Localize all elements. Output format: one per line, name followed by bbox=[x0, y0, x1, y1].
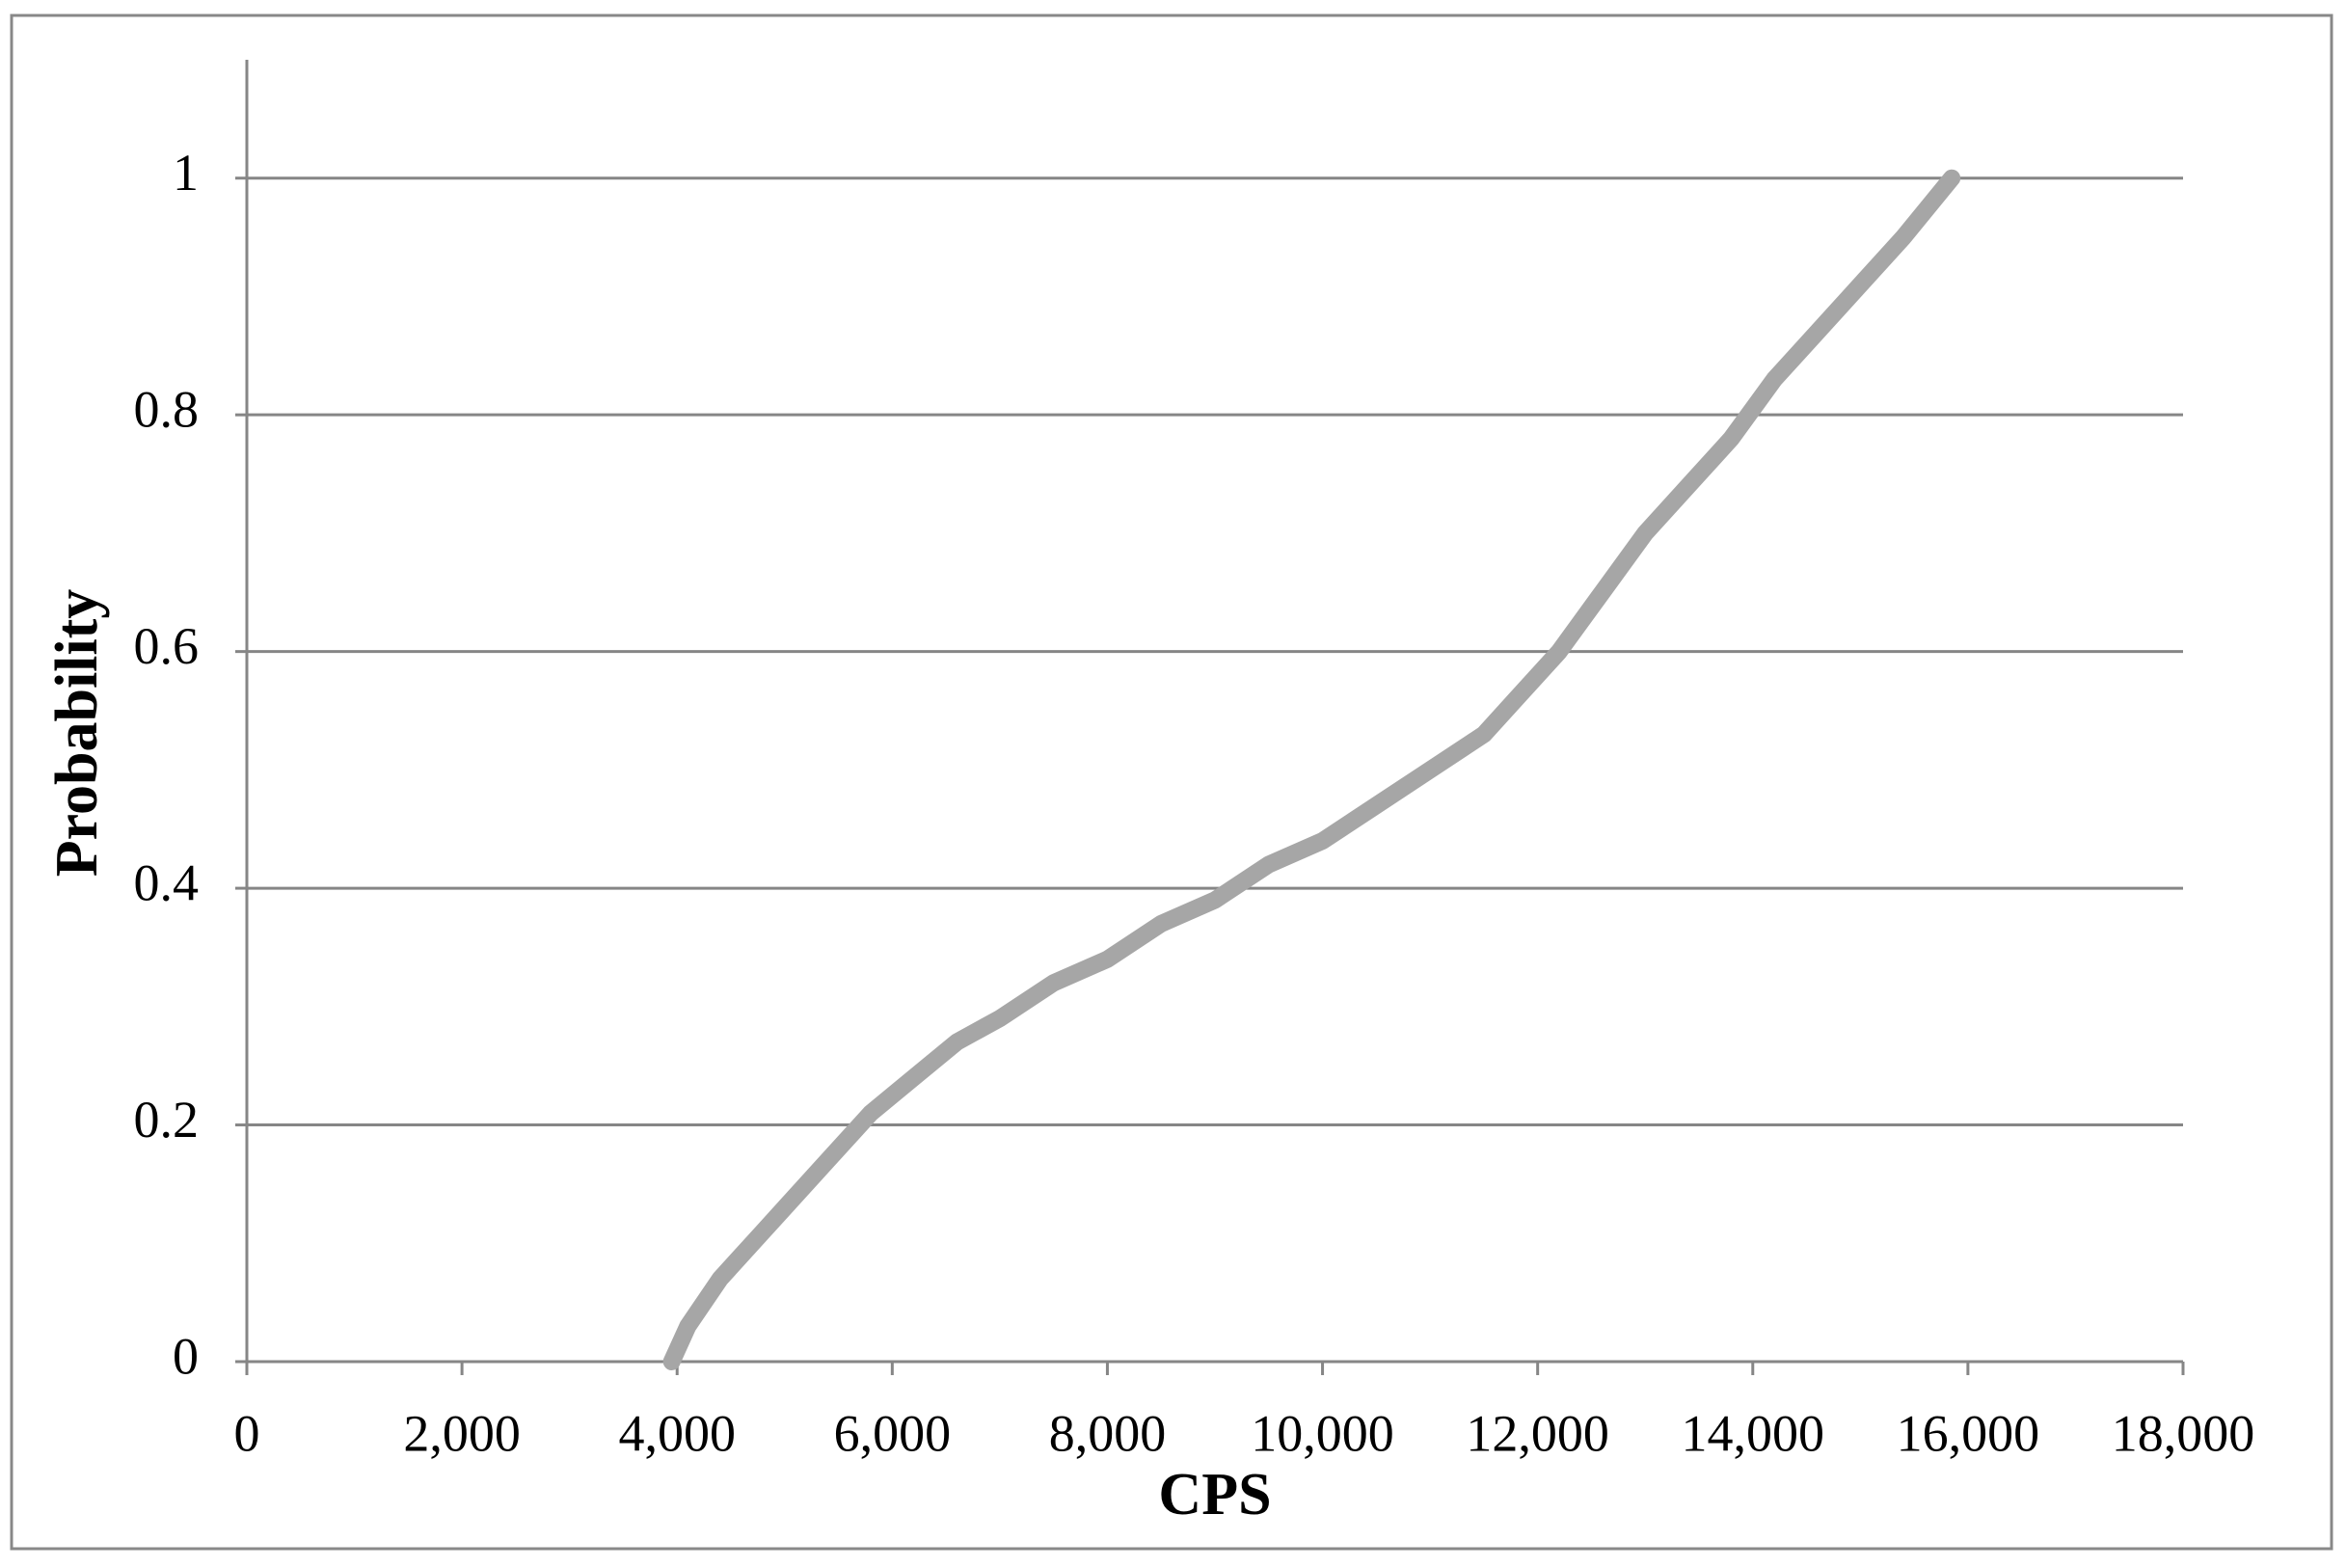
y-tick-label: 0.8 bbox=[134, 381, 200, 439]
y-tick-label: 0.2 bbox=[134, 1091, 200, 1149]
x-tick-label: 0 bbox=[234, 1404, 260, 1462]
x-tick-label: 14,000 bbox=[1682, 1404, 1825, 1462]
x-axis-label: CPS bbox=[1158, 1462, 1271, 1527]
y-tick-label: 0.4 bbox=[134, 853, 200, 911]
x-tick-label: 10,000 bbox=[1251, 1404, 1394, 1462]
x-tick-label: 4,000 bbox=[618, 1404, 736, 1462]
y-tick-label: 1 bbox=[173, 144, 199, 202]
chart-border bbox=[10, 14, 2333, 1551]
y-axis-label: Probability bbox=[44, 589, 110, 878]
x-tick-label: 2,000 bbox=[403, 1404, 521, 1462]
x-tick-label: 16,000 bbox=[1897, 1404, 2040, 1462]
x-tick-label: 8,000 bbox=[1049, 1404, 1167, 1462]
y-tick-label: 0 bbox=[173, 1327, 199, 1385]
data-line bbox=[662, 169, 1961, 1370]
x-tick-label: 12,000 bbox=[1466, 1404, 1609, 1462]
y-tick-label: 0.6 bbox=[134, 617, 200, 675]
x-tick-label: 18,000 bbox=[2112, 1404, 2255, 1462]
x-tick-label: 6,000 bbox=[834, 1404, 952, 1462]
